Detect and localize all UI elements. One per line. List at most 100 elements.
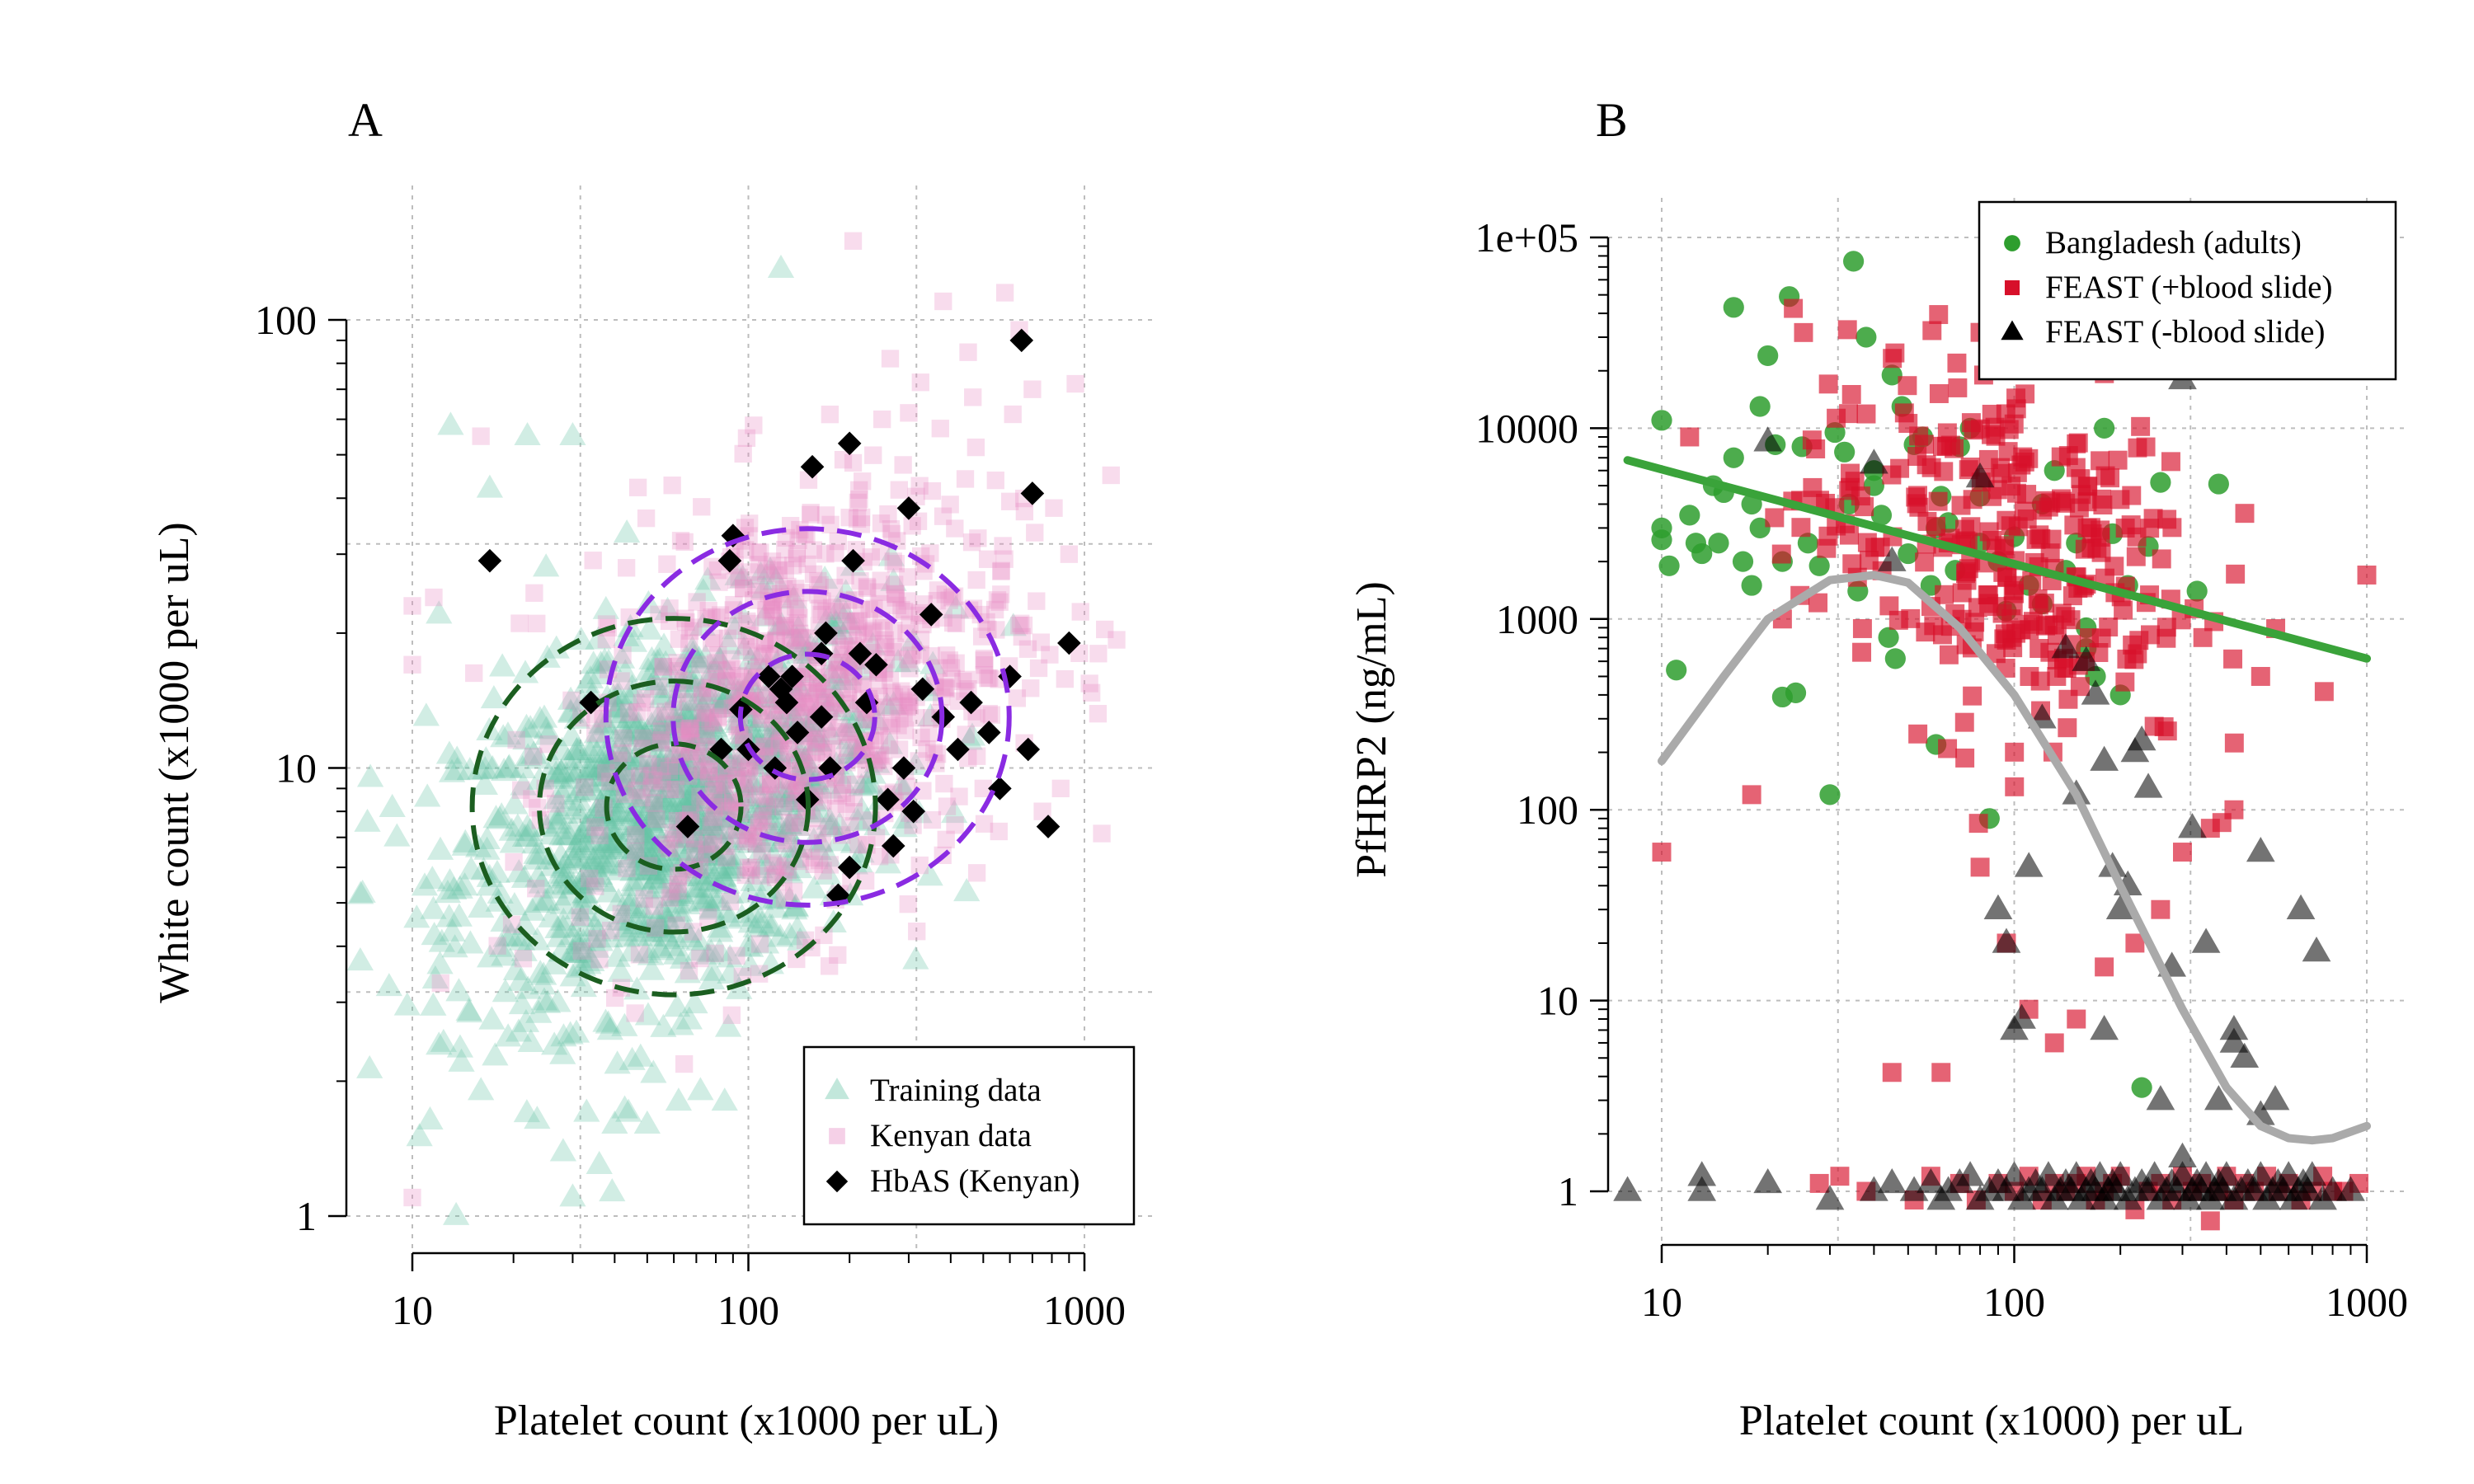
panel-a-kenyan-data-point <box>994 537 1012 555</box>
panel-a-kenyan-data-point <box>689 761 707 780</box>
panel-a-training-data-point <box>575 951 602 974</box>
panel-a-training-data-point <box>570 928 597 952</box>
panel-a-training-data-point <box>572 777 600 801</box>
panel-a-training-data-point <box>817 814 844 838</box>
panel-a-training-data-point <box>448 1048 475 1072</box>
panel-a-training-data-point <box>576 808 603 832</box>
panel-b-bangladesh-adults-point <box>1785 682 1807 704</box>
panel-a-training-data-point <box>620 710 647 734</box>
panel-b-feast-blood-slide-point <box>2157 628 2176 648</box>
panel-a-kenyan-data-point <box>1033 802 1051 820</box>
panel-b-feast-blood-slide-point <box>2157 510 2177 529</box>
panel-a-training-data-point <box>689 793 717 817</box>
panel-a-kenyan-data-point <box>514 950 533 968</box>
panel-a-legend-label: Kenyan data <box>870 1118 1032 1153</box>
panel-a-training-data-point <box>445 903 473 927</box>
panel-a-training-data-point <box>740 769 767 793</box>
panel-a-training-data-point <box>614 519 641 543</box>
panel-a-kenyan-data-point <box>1010 617 1028 635</box>
panel-a-kenyan-data-point <box>830 653 848 672</box>
panel-a-kenyan-data-point <box>825 578 844 597</box>
panel-a-kenyan-data-point <box>979 669 997 688</box>
panel-b-y-tick-label: 1000 <box>1496 596 1578 642</box>
panel-b-feast-blood-slide-point <box>2071 469 2091 489</box>
panel-a-training-data-point <box>693 715 720 740</box>
panel-a-training-data-point <box>697 681 724 705</box>
panel-a-training-data-point <box>698 896 726 920</box>
panel-b-feast-blood-slide-point <box>1982 530 2002 550</box>
panel-a-training-data-point <box>787 740 814 765</box>
panel-a-training-data-point <box>609 740 637 763</box>
panel-a-kenyan-data-point <box>826 544 844 562</box>
panel-a-training-data-point <box>582 815 609 839</box>
panel-a-kenyan-data-point <box>849 493 867 512</box>
panel-a-kenyan-data-point <box>880 736 899 754</box>
panel-a-training-data-point <box>643 905 671 930</box>
panel-a-kenyan-data-point <box>778 777 797 795</box>
panel-a-hbas-kenyan-point <box>717 548 742 573</box>
panel-a-kenyan-data-point <box>934 292 952 311</box>
panel-a-training-data-point <box>560 765 588 789</box>
panel-a-training-data-point <box>805 836 832 860</box>
panel-a-kenyan-data-point <box>923 481 942 500</box>
panel-a-hbas-kenyan-point <box>785 721 810 744</box>
panel-a-training-data-point <box>618 938 646 962</box>
panel-a-kenyan-data-point <box>869 750 887 768</box>
panel-a-training-data-point <box>581 863 609 887</box>
panel-b-feast-blood-slide-point <box>2298 1161 2327 1186</box>
panel-a-training-data-point <box>705 763 732 787</box>
panel-a-training-data-point <box>564 829 592 852</box>
panel-a-kenyan-data-point <box>765 791 784 809</box>
panel-a-kenyan-data-point <box>682 719 700 738</box>
panel-a-kenyan-data-point <box>1093 824 1111 843</box>
panel-a-kenyan-data-point <box>889 697 907 716</box>
panel-b-feast-blood-slide-point <box>2108 450 2128 470</box>
panel-a-training-data-point <box>618 841 645 865</box>
panel-a-kenyan-data-point <box>774 798 793 816</box>
panel-a-training-data-point <box>623 767 651 791</box>
panel-a-training-data-point <box>726 677 753 702</box>
panel-a-kenyan-data-point <box>985 600 1004 619</box>
panel-a-training-data-point <box>782 834 810 857</box>
panel-a-training-data-point <box>687 769 714 793</box>
panel-b-feast-blood-slide-point <box>1929 305 1949 325</box>
panel-b-feast-blood-slide-point <box>1995 624 2015 644</box>
panel-b-feast-blood-slide-point <box>1860 1176 1888 1201</box>
panel-a-training-data-point <box>633 857 661 881</box>
panel-a-kenyan-data-point <box>844 667 863 685</box>
panel-a-kenyan-data-point <box>801 693 820 711</box>
panel-a-training-data-point <box>651 899 679 923</box>
panel-b-feast-blood-slide-point <box>1963 686 1982 706</box>
panel-a-kenyan-data-point <box>722 650 740 668</box>
panel-a-kenyan-data-point <box>586 724 604 742</box>
panel-a-training-data-point <box>430 1028 457 1052</box>
panel-a-kenyan-data-point <box>614 729 633 748</box>
panel-a-kenyan-data-point <box>938 797 957 815</box>
panel-a-kenyan-data-point <box>701 712 719 730</box>
panel-b-feast-blood-slide-point <box>1939 645 1959 665</box>
panel-a-training-data-point <box>533 553 560 577</box>
panel-a-kenyan-data-point <box>634 729 652 748</box>
panel-a-kenyan-data-point <box>523 790 541 808</box>
panel-a-training-data-point <box>621 895 648 918</box>
panel-b-x-tick-label: 100 <box>1983 1279 2045 1325</box>
panel-b-feast-blood-slide-point <box>2057 659 2077 678</box>
panel-a-kenyan-data-point <box>1026 524 1044 542</box>
panel-a-training-data-point <box>884 649 912 673</box>
panel-a-kenyan-data-point <box>829 787 848 805</box>
panel-a-training-data-point <box>549 854 576 878</box>
panel-a-kenyan-data-point <box>875 757 893 776</box>
panel-a-kenyan-data-point <box>617 769 636 787</box>
panel-a-kenyan-data-point <box>794 765 812 783</box>
panel-a-training-data-point <box>513 713 540 737</box>
panel-a-kenyan-data-point <box>698 835 717 854</box>
panel-a-training-data-point <box>658 899 685 923</box>
panel-a-kenyan-data-point <box>833 784 852 802</box>
panel-a-hbas-kenyan-point <box>841 548 865 573</box>
panel-a-training-data-point <box>784 615 812 639</box>
panel-a-kenyan-data-point <box>766 865 784 884</box>
panel-a-training-data-point <box>636 795 663 819</box>
panel-a-training-data-point <box>604 1050 631 1074</box>
panel-a-training-data-point <box>590 754 618 778</box>
panel-a-training-data-point <box>661 705 688 729</box>
